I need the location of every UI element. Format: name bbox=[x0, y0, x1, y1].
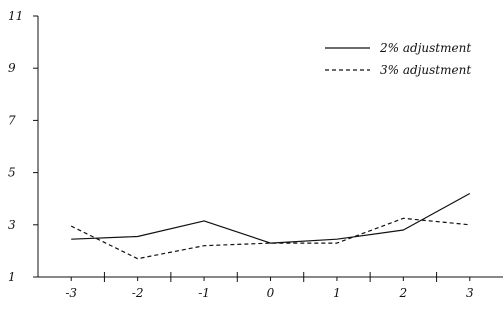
legend: 2% adjustment 3% adjustment bbox=[325, 41, 471, 77]
series-line-1 bbox=[71, 192, 471, 244]
plot-area bbox=[70, 192, 471, 260]
series-line-2 bbox=[70, 217, 470, 260]
legend-label-1: 2% adjustment bbox=[379, 41, 471, 55]
y-tick-label: 1 bbox=[8, 270, 16, 284]
x-tick-label: 1 bbox=[333, 286, 341, 300]
x-tick-label: 2 bbox=[399, 286, 408, 300]
x-tick-label: -1 bbox=[198, 286, 210, 300]
y-tick-label: 11 bbox=[8, 9, 23, 23]
y-tick-label: 3 bbox=[8, 218, 16, 232]
x-tick-label: -3 bbox=[65, 286, 77, 300]
y-tick-label: 9 bbox=[8, 61, 16, 75]
y-tick-label: 7 bbox=[8, 113, 16, 127]
x-tick-label: 0 bbox=[267, 286, 275, 300]
legend-label-2: 3% adjustment bbox=[380, 63, 471, 77]
y-tick-label: 5 bbox=[8, 166, 16, 180]
x-tick-label: 3 bbox=[466, 286, 474, 300]
x-tick-label: -2 bbox=[132, 286, 144, 300]
axis-ticks: 1 3 5 7 9 11 -3 -2 -1 0 1 2 3 bbox=[8, 9, 474, 300]
